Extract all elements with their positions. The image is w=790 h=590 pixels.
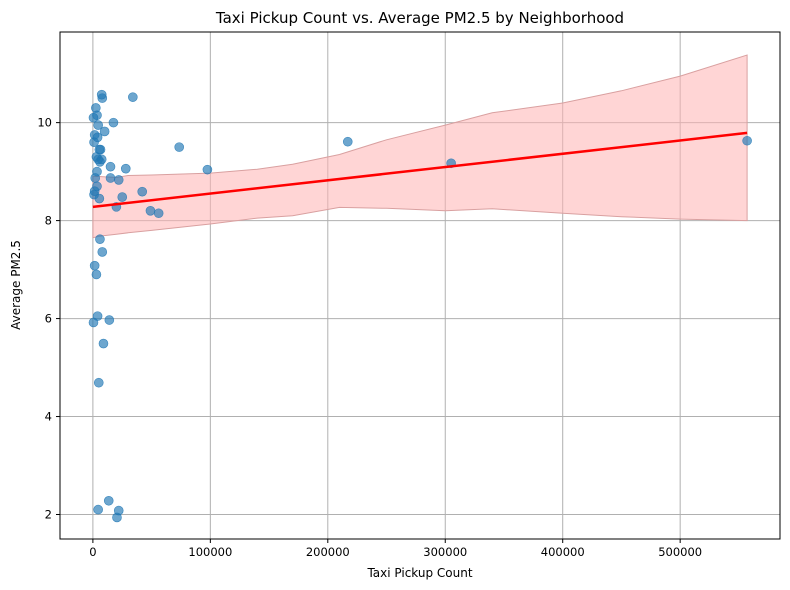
data-point <box>117 192 128 202</box>
x-tick-label: 300000 <box>423 545 467 559</box>
data-point <box>95 144 106 155</box>
x-tick-label: 400000 <box>541 545 585 559</box>
data-point <box>93 120 103 130</box>
x-tick-label: 0 <box>89 545 96 559</box>
data-point <box>174 142 185 152</box>
data-point <box>112 512 122 523</box>
data-point <box>93 504 103 515</box>
data-point <box>92 166 102 177</box>
data-point <box>97 247 108 257</box>
x-tick-label: 500000 <box>658 545 702 559</box>
x-axis-ticks: 0 100000 200000 300000 400000 500000 <box>89 539 702 559</box>
data-point <box>137 186 148 197</box>
x-axis-label: Taxi Pickup Count <box>366 566 472 580</box>
data-point <box>94 193 105 204</box>
data-point <box>93 377 104 388</box>
data-point <box>104 315 115 325</box>
x-tick-label: 100000 <box>188 545 232 559</box>
y-tick-label: 6 <box>45 312 52 326</box>
data-point <box>88 317 99 328</box>
data-point <box>97 93 108 103</box>
data-point <box>89 260 100 271</box>
data-point <box>153 208 164 219</box>
data-points-layer <box>88 89 752 523</box>
plot-frame <box>59 31 781 540</box>
regression-line <box>92 131 748 209</box>
data-point <box>145 205 156 216</box>
data-point <box>92 132 103 143</box>
y-axis-ticks: 2 4 6 8 10 <box>37 116 60 522</box>
data-point <box>202 164 213 175</box>
y-axis-label: Average PM2.5 <box>9 240 23 330</box>
y-tick-label: 2 <box>45 508 52 522</box>
data-point <box>103 495 114 506</box>
data-point <box>105 161 116 172</box>
data-point <box>742 135 752 146</box>
data-point <box>113 175 124 185</box>
data-point <box>95 234 105 245</box>
data-point <box>91 269 102 280</box>
confidence-band <box>92 54 748 239</box>
confidence-band-layer <box>92 54 748 239</box>
data-point <box>92 110 102 121</box>
regression-line-layer <box>92 131 748 209</box>
data-point <box>342 136 353 147</box>
y-tick-label: 8 <box>45 214 52 228</box>
data-point <box>99 126 110 137</box>
data-point <box>120 163 131 174</box>
data-point <box>96 154 107 165</box>
data-point <box>98 338 109 349</box>
data-point <box>108 117 119 128</box>
chart-title: Taxi Pickup Count vs. Average PM2.5 by N… <box>215 9 624 27</box>
data-point <box>128 92 138 102</box>
data-point <box>105 173 116 183</box>
y-tick-label: 10 <box>37 116 52 130</box>
y-tick-label: 4 <box>45 410 52 424</box>
x-tick-label: 200000 <box>306 545 350 559</box>
